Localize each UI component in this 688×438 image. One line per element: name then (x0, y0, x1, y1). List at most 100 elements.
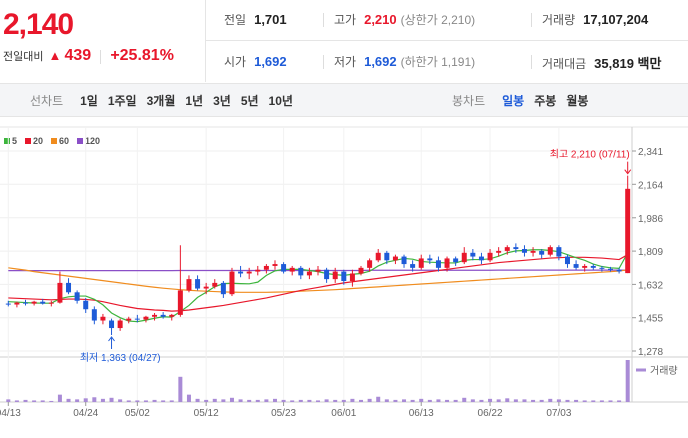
volume-bar (281, 399, 286, 402)
candle-body (109, 320, 115, 329)
period-monthly[interactable]: 월봉 (566, 93, 589, 108)
x-tick-label: 04/24 (73, 408, 98, 419)
y-tick-label: 1,809 (638, 247, 663, 258)
volume-bar (513, 399, 518, 402)
candle-body (160, 314, 166, 317)
change-percent: +25.81% (110, 47, 174, 64)
candle-body (66, 282, 72, 293)
volume-bar (436, 399, 441, 402)
legend-swatch (4, 138, 10, 144)
candle-body (547, 247, 553, 255)
x-tick-label: 06/22 (478, 408, 503, 419)
volume-bar (247, 399, 252, 402)
candle-body (134, 318, 140, 320)
x-tick-label: 06/13 (409, 408, 434, 419)
ma5-line (8, 249, 629, 323)
y-tick-label: 1,455 (638, 314, 663, 325)
volume-bar (212, 398, 217, 402)
volume-bar (574, 399, 579, 402)
volume-bar (324, 399, 329, 402)
volume-bar (152, 399, 157, 402)
candles (5, 175, 631, 336)
volume-bar (109, 397, 114, 402)
candle-body (375, 252, 381, 261)
low-arrowhead-icon (108, 336, 115, 342)
volume-bar (221, 399, 226, 402)
volume-bar (350, 398, 355, 402)
period-10y[interactable]: 10년 (268, 93, 293, 108)
period-daily[interactable]: 일봉 (502, 93, 525, 108)
change-row: 전일대비 ▲ 439 +25.81% (3, 47, 174, 65)
volume-bar (522, 399, 527, 402)
candle-body (513, 247, 519, 250)
volume-bar (23, 399, 28, 402)
candle-chart-label: 봉차트 (452, 93, 486, 108)
candle-body (298, 267, 304, 276)
candle-body (220, 282, 226, 295)
volume-bar (427, 399, 432, 402)
stat-high: 고가 2,210 (상한가 2,210) (334, 12, 476, 27)
low-annotation: 최저 1,363 (04/27) (80, 352, 161, 364)
candle-body (496, 250, 502, 253)
candle-body (100, 316, 106, 321)
candle-body (582, 265, 588, 268)
candle-body (349, 273, 355, 282)
stat-volume: 거래량 17,107,204 (542, 12, 649, 27)
period-5y[interactable]: 5년 (240, 93, 259, 108)
candle-body (31, 301, 37, 304)
quote-summary: 2,140 전일대비 ▲ 439 +25.81% (0, 0, 206, 82)
y-tick-label: 2,164 (638, 180, 663, 191)
period-weekly[interactable]: 주봉 (534, 93, 557, 108)
candle-body (14, 302, 20, 305)
ma60-line (8, 267, 628, 293)
volume-bar (367, 398, 372, 402)
candle-body (117, 320, 123, 329)
volume-bar (453, 399, 458, 402)
volume-bar (410, 399, 415, 402)
x-tick-label: 05/23 (271, 408, 296, 419)
x-tick-label: 07/03 (546, 408, 571, 419)
period-3y[interactable]: 3년 (213, 93, 231, 108)
volume-bar (599, 400, 604, 402)
period-3m[interactable]: 3개월 (146, 93, 176, 108)
period-1y[interactable]: 1년 (185, 93, 204, 108)
divider (531, 13, 532, 27)
candle-body (332, 271, 338, 280)
volume-bar (6, 399, 11, 402)
chart-toolbar: 선차트 1일 1주일 3개월 1년 3년 5년 10년 봉차트 일봉 주봉 월봉 (0, 83, 688, 117)
period-1d[interactable]: 1일 (80, 93, 98, 108)
candle-body (126, 318, 132, 321)
candle-body (272, 264, 278, 266)
volume-bar (582, 400, 587, 402)
candle-body (392, 256, 398, 261)
candle-body (504, 247, 510, 251)
candle-body (186, 279, 192, 291)
period-1w[interactable]: 1주일 (107, 93, 137, 108)
divider (323, 55, 324, 69)
ma-legend: 5 20 60 120 (4, 136, 100, 146)
candle-body (177, 290, 183, 315)
y-axis: 2,341 2,164 1,986 1,809 1,632 1,455 1,278 (632, 147, 663, 358)
candle-body (23, 302, 29, 304)
candle-chart-periods: 봉차트 일봉 주봉 월봉 (452, 84, 593, 116)
stat-low: 저가 1,692 (하한가 1,191) (334, 54, 476, 69)
chart-grid (0, 126, 688, 403)
candle-body (229, 271, 235, 295)
divider (531, 55, 532, 69)
volume-bar (49, 400, 54, 402)
volume-bar (118, 399, 123, 402)
moving-average-lines (8, 249, 629, 323)
candle-body (358, 267, 364, 274)
y-tick-label: 1,632 (638, 280, 663, 291)
volume-bar (186, 394, 191, 402)
candle-body (418, 258, 424, 268)
legend-ma120: 120 (77, 136, 100, 146)
stat-open: 시가 1,692 (224, 54, 287, 69)
volume-bar (333, 399, 338, 402)
change-label: 전일대비 (3, 51, 44, 63)
candle-body (83, 300, 89, 310)
volume-bar (539, 399, 544, 402)
line-chart-periods: 선차트 1일 1주일 3개월 1년 3년 5년 10년 (30, 84, 298, 116)
candle-body (478, 256, 484, 261)
